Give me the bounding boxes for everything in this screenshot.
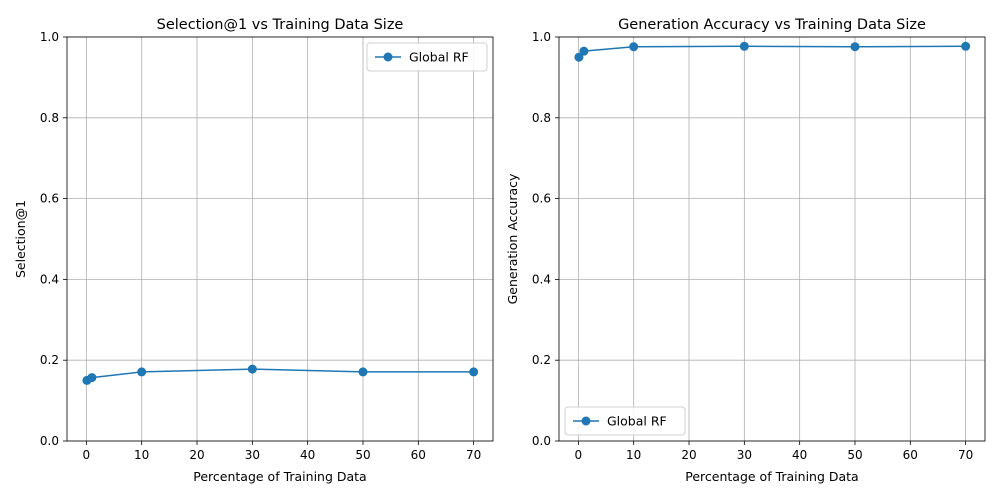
data-point bbox=[739, 41, 749, 51]
y-tick-label: 0.0 bbox=[40, 434, 59, 448]
x-tick-label: 0 bbox=[83, 448, 91, 462]
x-tick-label: 60 bbox=[903, 448, 918, 462]
x-tick-label: 40 bbox=[792, 448, 807, 462]
chart-title: Selection@1 vs Training Data Size bbox=[157, 17, 404, 33]
axes-frame bbox=[66, 36, 494, 442]
x-tick-label: 50 bbox=[355, 448, 370, 462]
legend-marker bbox=[581, 416, 591, 426]
y-axis-label: Selection@1 bbox=[13, 200, 28, 278]
data-point bbox=[574, 52, 584, 62]
y-tick-label: 0.2 bbox=[40, 353, 59, 367]
legend-label: Global RF bbox=[409, 50, 469, 65]
legend-box bbox=[564, 406, 686, 436]
x-tick-label: 10 bbox=[626, 448, 641, 462]
x-tick-label: 20 bbox=[189, 448, 204, 462]
data-point bbox=[137, 367, 147, 377]
data-point bbox=[629, 42, 639, 52]
data-point bbox=[469, 367, 479, 377]
data-point bbox=[850, 42, 860, 52]
y-tick-label: 0.8 bbox=[40, 111, 59, 125]
x-tick-label: 70 bbox=[466, 448, 481, 462]
x-axis-label: Percentage of Training Data bbox=[685, 469, 858, 484]
legend: Global RF bbox=[366, 42, 488, 72]
data-point bbox=[579, 46, 589, 56]
x-tick-label: 0 bbox=[575, 448, 583, 462]
data-point bbox=[358, 367, 368, 377]
x-tick-label: 50 bbox=[847, 448, 862, 462]
subplot-generation-accuracy: 0 10 20 30 40 50 60 70 0.0 0.2 0.4 0.6 0.8 1.0 Generat… bbox=[505, 17, 986, 484]
legend-marker bbox=[383, 52, 393, 62]
y-axis-label: Generation Accuracy bbox=[505, 173, 520, 304]
y-tick-label: 0.6 bbox=[532, 192, 551, 206]
x-tick-label: 60 bbox=[411, 448, 426, 462]
x-axis-label: Percentage of Training Data bbox=[193, 469, 366, 484]
y-tick-label: 0.4 bbox=[532, 272, 551, 286]
y-tick-label: 0.8 bbox=[532, 111, 551, 125]
x-tick-label: 10 bbox=[134, 448, 149, 462]
y-tick-label: 0.6 bbox=[40, 192, 59, 206]
x-tick-label: 40 bbox=[300, 448, 315, 462]
data-point bbox=[961, 41, 971, 51]
x-tick-label: 30 bbox=[245, 448, 260, 462]
y-tick-label: 1.0 bbox=[532, 30, 551, 44]
x-tick-label: 70 bbox=[958, 448, 973, 462]
chart-title: Generation Accuracy vs Training Data Siz… bbox=[618, 17, 926, 33]
legend-box bbox=[366, 42, 488, 72]
x-tick-label: 20 bbox=[681, 448, 696, 462]
y-tick-label: 0.4 bbox=[40, 272, 59, 286]
x-tick-label: 30 bbox=[737, 448, 752, 462]
legend-label: Global RF bbox=[607, 414, 667, 429]
data-point bbox=[247, 364, 257, 374]
data-point bbox=[87, 373, 97, 383]
legend: Global RF bbox=[564, 406, 686, 436]
y-tick-label: 1.0 bbox=[40, 30, 59, 44]
y-tick-label: 0.0 bbox=[532, 434, 551, 448]
subplot-selection: 0 10 20 30 40 50 60 70 0.0 0.2 0.4 0.6 0.8 1.0 Selecti… bbox=[13, 17, 494, 484]
y-tick-label: 0.2 bbox=[532, 353, 551, 367]
axes-frame bbox=[558, 36, 986, 442]
